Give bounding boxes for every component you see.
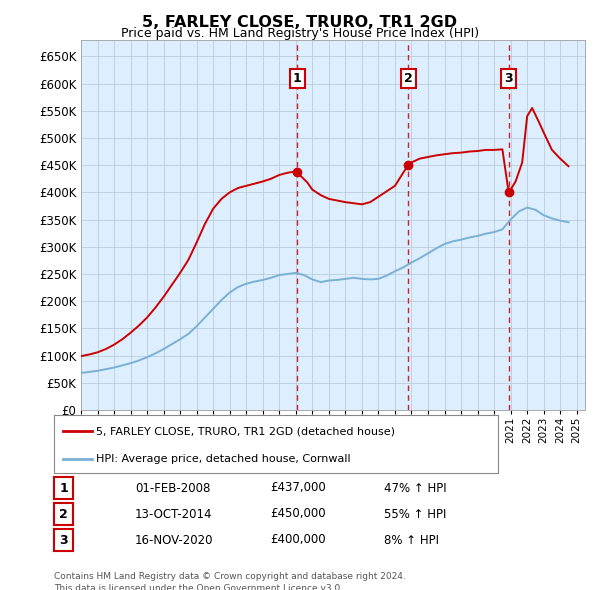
Text: 47% ↑ HPI: 47% ↑ HPI	[384, 481, 446, 494]
Text: 5, FARLEY CLOSE, TRURO, TR1 2GD: 5, FARLEY CLOSE, TRURO, TR1 2GD	[142, 15, 458, 30]
Text: 5, FARLEY CLOSE, TRURO, TR1 2GD (detached house): 5, FARLEY CLOSE, TRURO, TR1 2GD (detache…	[96, 426, 395, 436]
Text: 3: 3	[505, 73, 513, 86]
Text: 16-NOV-2020: 16-NOV-2020	[135, 533, 214, 546]
Text: 8% ↑ HPI: 8% ↑ HPI	[384, 533, 439, 546]
Text: £450,000: £450,000	[270, 507, 326, 520]
Text: 3: 3	[59, 533, 68, 546]
Text: £400,000: £400,000	[270, 533, 326, 546]
Text: HPI: Average price, detached house, Cornwall: HPI: Average price, detached house, Corn…	[96, 454, 351, 464]
Text: 2: 2	[59, 507, 68, 520]
Text: 13-OCT-2014: 13-OCT-2014	[135, 507, 212, 520]
Text: Contains HM Land Registry data © Crown copyright and database right 2024.
This d: Contains HM Land Registry data © Crown c…	[54, 572, 406, 590]
Text: 1: 1	[293, 73, 302, 86]
Text: £437,000: £437,000	[270, 481, 326, 494]
Text: 01-FEB-2008: 01-FEB-2008	[135, 481, 211, 494]
Text: 55% ↑ HPI: 55% ↑ HPI	[384, 507, 446, 520]
Text: 2: 2	[404, 73, 412, 86]
Text: 1: 1	[59, 481, 68, 494]
Text: Price paid vs. HM Land Registry's House Price Index (HPI): Price paid vs. HM Land Registry's House …	[121, 27, 479, 40]
